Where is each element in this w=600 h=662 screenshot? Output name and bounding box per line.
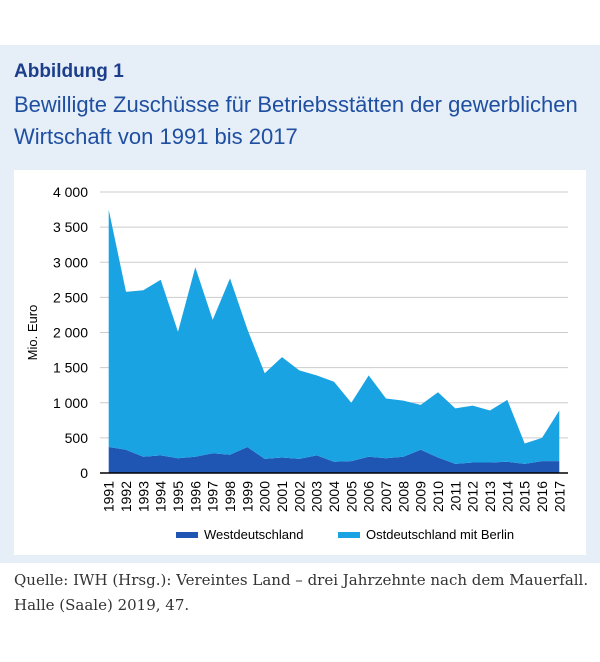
x-tick-label: 2005 [343, 481, 359, 512]
x-tick-label: 2017 [551, 481, 567, 512]
x-tick-label: 1999 [239, 481, 255, 512]
y-tick-label: 0 [80, 465, 88, 481]
y-tick-label: 4 000 [53, 184, 88, 200]
x-tick-label: 2011 [447, 481, 463, 511]
x-tick-label: 2006 [361, 481, 377, 512]
x-tick-label: 2002 [291, 481, 307, 512]
gridlines [100, 191, 568, 439]
x-tick-label: 2000 [257, 481, 273, 512]
legend-swatch [338, 532, 360, 538]
x-tick-label: 2016 [534, 481, 550, 512]
x-tick-label: 2003 [309, 481, 325, 512]
x-tick-label: 2010 [430, 481, 446, 512]
x-tick-label: 2015 [517, 481, 533, 512]
legend-label: Westdeutschland [204, 527, 304, 542]
x-tick-label: 1992 [118, 481, 134, 512]
area-westdeutschland [108, 447, 560, 473]
y-tick-label: 2 500 [53, 289, 88, 305]
x-tick-label: 1995 [170, 481, 186, 512]
legend-swatch [176, 532, 198, 538]
figure-source: Quelle: IWH (Hrsg.): Vereintes Land – dr… [14, 571, 589, 614]
x-tick-label: 2007 [378, 481, 394, 512]
y-tick-label: 3 000 [53, 254, 88, 270]
y-tick-label: 1 500 [53, 360, 88, 376]
legend-label: Ostdeutschland mit Berlin [366, 527, 514, 542]
x-tick-label: 1991 [101, 481, 117, 512]
area-series [108, 209, 560, 473]
figure-label: Abbildung 1 [14, 61, 124, 82]
x-tick-label: 2004 [326, 481, 342, 512]
y-tick-label: 2 000 [53, 325, 88, 341]
y-axis-label: Mio. Euro [25, 305, 40, 361]
x-tick-label: 2012 [465, 481, 481, 512]
x-tick-label: 2009 [413, 481, 429, 512]
legend: Westdeutschland Ostdeutschland mit Berlin [176, 527, 514, 542]
x-tick-label: 2014 [499, 481, 515, 512]
x-tick-label: 1996 [187, 481, 203, 512]
y-tick-label: 500 [65, 430, 89, 446]
x-tick-label: 1998 [222, 481, 238, 512]
x-axis-ticks: 1991 1992 1993 1994 1995 1996 1997 1998 1999 2000… [101, 481, 568, 512]
y-axis-ticks: 0 500 1 000 1 500 2 000 2 500 3 000 3 500 4 000 [53, 184, 88, 481]
figure-title: Bewilligte Zuschüsse für Betriebsstätten… [14, 92, 578, 149]
x-tick-label: 2001 [274, 481, 290, 512]
y-tick-label: 3 500 [53, 219, 88, 235]
x-tick-label: 2008 [395, 481, 411, 512]
area-ostdeutschland-mit-berlin [108, 209, 560, 464]
x-tick-label: 1993 [135, 481, 151, 512]
x-tick-label: 2013 [482, 481, 498, 512]
x-tick-label: 1997 [205, 481, 221, 512]
x-tick-label: 1994 [153, 481, 169, 512]
y-tick-label: 1 000 [53, 395, 88, 411]
